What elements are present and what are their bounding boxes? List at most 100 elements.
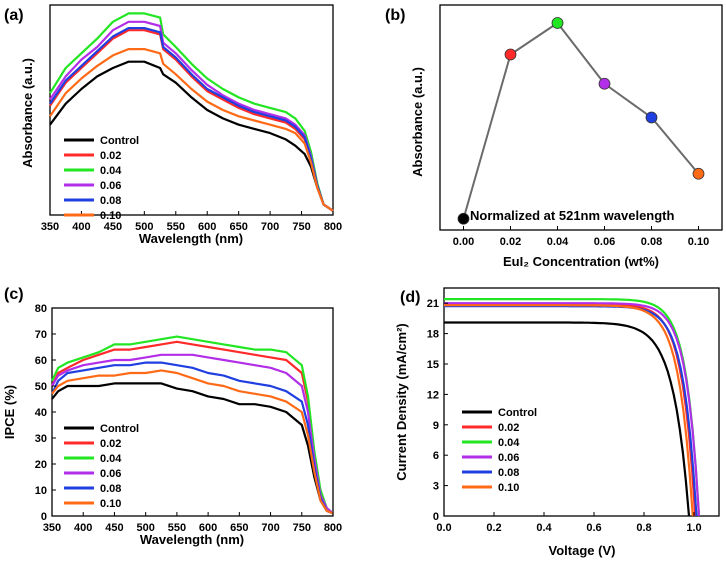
legend-entry: Control	[498, 407, 537, 419]
data-point	[504, 48, 517, 61]
series-line-Control	[444, 321, 691, 517]
y-tick-label: 15	[427, 359, 439, 371]
y-tick-label: 10	[35, 485, 47, 497]
connector-segment	[603, 82, 653, 119]
panel-b-label: (b)	[385, 7, 405, 24]
legend-entry: 0.08	[498, 467, 519, 479]
panel-a-x-ticks: 350 400 450 500 550 600 650 700 750 800	[41, 211, 342, 233]
legend-entry: 0.02	[498, 422, 519, 434]
x-tick-label: 350	[43, 522, 61, 534]
panel-b-y-axis-label: Absorbance (a.u.)	[410, 67, 425, 177]
panel-b-connector-lines	[462, 22, 700, 220]
legend-entry: 0.06	[100, 180, 121, 192]
x-tick-label: 600	[198, 221, 216, 233]
x-tick-label: 650	[230, 522, 248, 534]
panel-d-x-ticks: 0.0 0.2 0.4 0.6 0.8 1.0	[436, 512, 702, 534]
series-line-0-04	[444, 298, 701, 517]
y-tick-label: 6	[433, 450, 439, 462]
series-line-0-10	[51, 369, 334, 515]
y-tick-label: 3	[433, 481, 439, 493]
panel-d-x-axis-label: Voltage (V)	[549, 543, 616, 558]
x-tick-label: 0.8	[636, 522, 651, 534]
panel-a-y-axis-label: Absorbance (a.u.)	[20, 58, 35, 168]
y-tick-label: 40	[35, 407, 47, 419]
series-line-0-02	[444, 303, 697, 517]
panel-a-series-lines	[49, 12, 334, 212]
data-point	[551, 17, 564, 29]
x-tick-label: 550	[168, 522, 186, 534]
legend-entry: 0.10	[100, 210, 121, 222]
panel-d-y-axis-label: Current Density (mA/cm²)	[394, 323, 409, 480]
legend-entry: 0.08	[100, 483, 121, 495]
panel-a-label: (a)	[4, 7, 24, 24]
data-point	[692, 167, 705, 180]
x-tick-label: 0.4	[536, 522, 552, 534]
x-tick-label: 800	[324, 522, 342, 534]
x-tick-label: 400	[74, 522, 92, 534]
x-tick-label: 700	[261, 221, 279, 233]
x-tick-label: 0.2	[486, 522, 501, 534]
panel-d-legend: Control 0.02 0.04 0.06 0.08 0.10	[462, 407, 537, 494]
series-line-Control	[49, 60, 334, 212]
panel-c-x-axis-label: Wavelength (nm)	[140, 532, 244, 547]
x-tick-label: 700	[261, 522, 279, 534]
x-tick-label: 0.08	[641, 236, 662, 248]
y-tick-label: 21	[427, 298, 439, 310]
connector-segment	[650, 116, 700, 175]
x-tick-label: 800	[324, 221, 342, 233]
x-tick-label: 500	[135, 221, 153, 233]
series-line-0-08	[49, 27, 334, 212]
x-tick-label: 450	[105, 522, 123, 534]
x-tick-label: 0.00	[453, 236, 474, 248]
panel-c-series-lines	[51, 335, 334, 515]
legend-entry: Control	[100, 135, 139, 147]
x-tick-label: 350	[41, 221, 59, 233]
y-tick-label: 0	[41, 511, 47, 523]
panel-b-plot-frame	[439, 4, 723, 231]
panel-b-x-axis-label: EuI₂ Concentration (wt%)	[503, 254, 659, 269]
series-line-0-10	[444, 304, 694, 517]
legend-entry: 0.10	[498, 482, 519, 494]
x-tick-label: 550	[167, 221, 185, 233]
panel-c-legend: Control 0.02 0.04 0.06 0.08 0.10	[64, 423, 139, 510]
panel-c-y-axis-label: IPCE (%)	[2, 385, 17, 439]
legend-entry: 0.04	[100, 165, 122, 177]
legend-entry: 0.02	[100, 438, 121, 450]
y-tick-label: 60	[35, 355, 47, 367]
y-tick-label: 0	[433, 511, 439, 523]
y-tick-label: 70	[35, 329, 47, 341]
panel-a-plot-frame	[49, 4, 334, 216]
panel-c-ipce: (c) 350 400 450 500 550 600 650 700 750 800 0 10 20…	[2, 286, 342, 547]
panel-b-x-ticks: 0.00 0.02 0.04 0.06 0.08 0.10	[453, 226, 709, 248]
panel-c-x-ticks: 350 400 450 500 550 600 650 700 750 800	[43, 512, 342, 534]
x-tick-label: 650	[229, 221, 247, 233]
connector-segment	[556, 22, 606, 85]
panel-d-y-ticks: 0 3 6 9 12 15 18 21	[427, 298, 448, 523]
panel-d-jv-curves: (d) 0.0 0.2 0.4 0.6 0.8 1.0 0 3 6 9 12 15 18 21 Cont…	[394, 287, 720, 558]
data-point	[645, 111, 658, 124]
legend-entry: 0.10	[100, 498, 121, 510]
y-tick-label: 20	[35, 459, 47, 471]
panel-c-y-ticks: 0 10 20 30 40 50 60 70 80	[35, 303, 56, 523]
x-tick-label: 400	[72, 221, 90, 233]
legend-entry: 0.06	[100, 468, 121, 480]
panel-b-absorbance-vs-concentration: (b) 0.00 0.02 0.04 0.06 0.08 0.10 Normalized …	[385, 4, 723, 269]
x-tick-label: 0.6	[586, 522, 601, 534]
series-line-Control	[51, 382, 334, 515]
legend-entry: 0.04	[100, 453, 122, 465]
x-tick-label: 750	[292, 221, 310, 233]
series-line-0-06	[51, 353, 334, 515]
x-tick-label: 0.10	[688, 236, 709, 248]
x-tick-label: 0.02	[500, 236, 521, 248]
panel-b-annotation: Normalized at 521nm wavelength	[470, 208, 675, 223]
panel-b-data-points	[457, 17, 705, 225]
x-tick-label: 450	[104, 221, 122, 233]
y-tick-label: 80	[35, 303, 47, 315]
panel-d-series-lines	[444, 298, 701, 517]
connector-segment	[462, 54, 512, 220]
y-tick-label: 9	[433, 420, 439, 432]
y-tick-label: 18	[427, 329, 439, 341]
y-tick-label: 12	[427, 389, 439, 401]
series-line-0-04	[51, 335, 334, 515]
panel-d-label: (d)	[400, 289, 420, 306]
